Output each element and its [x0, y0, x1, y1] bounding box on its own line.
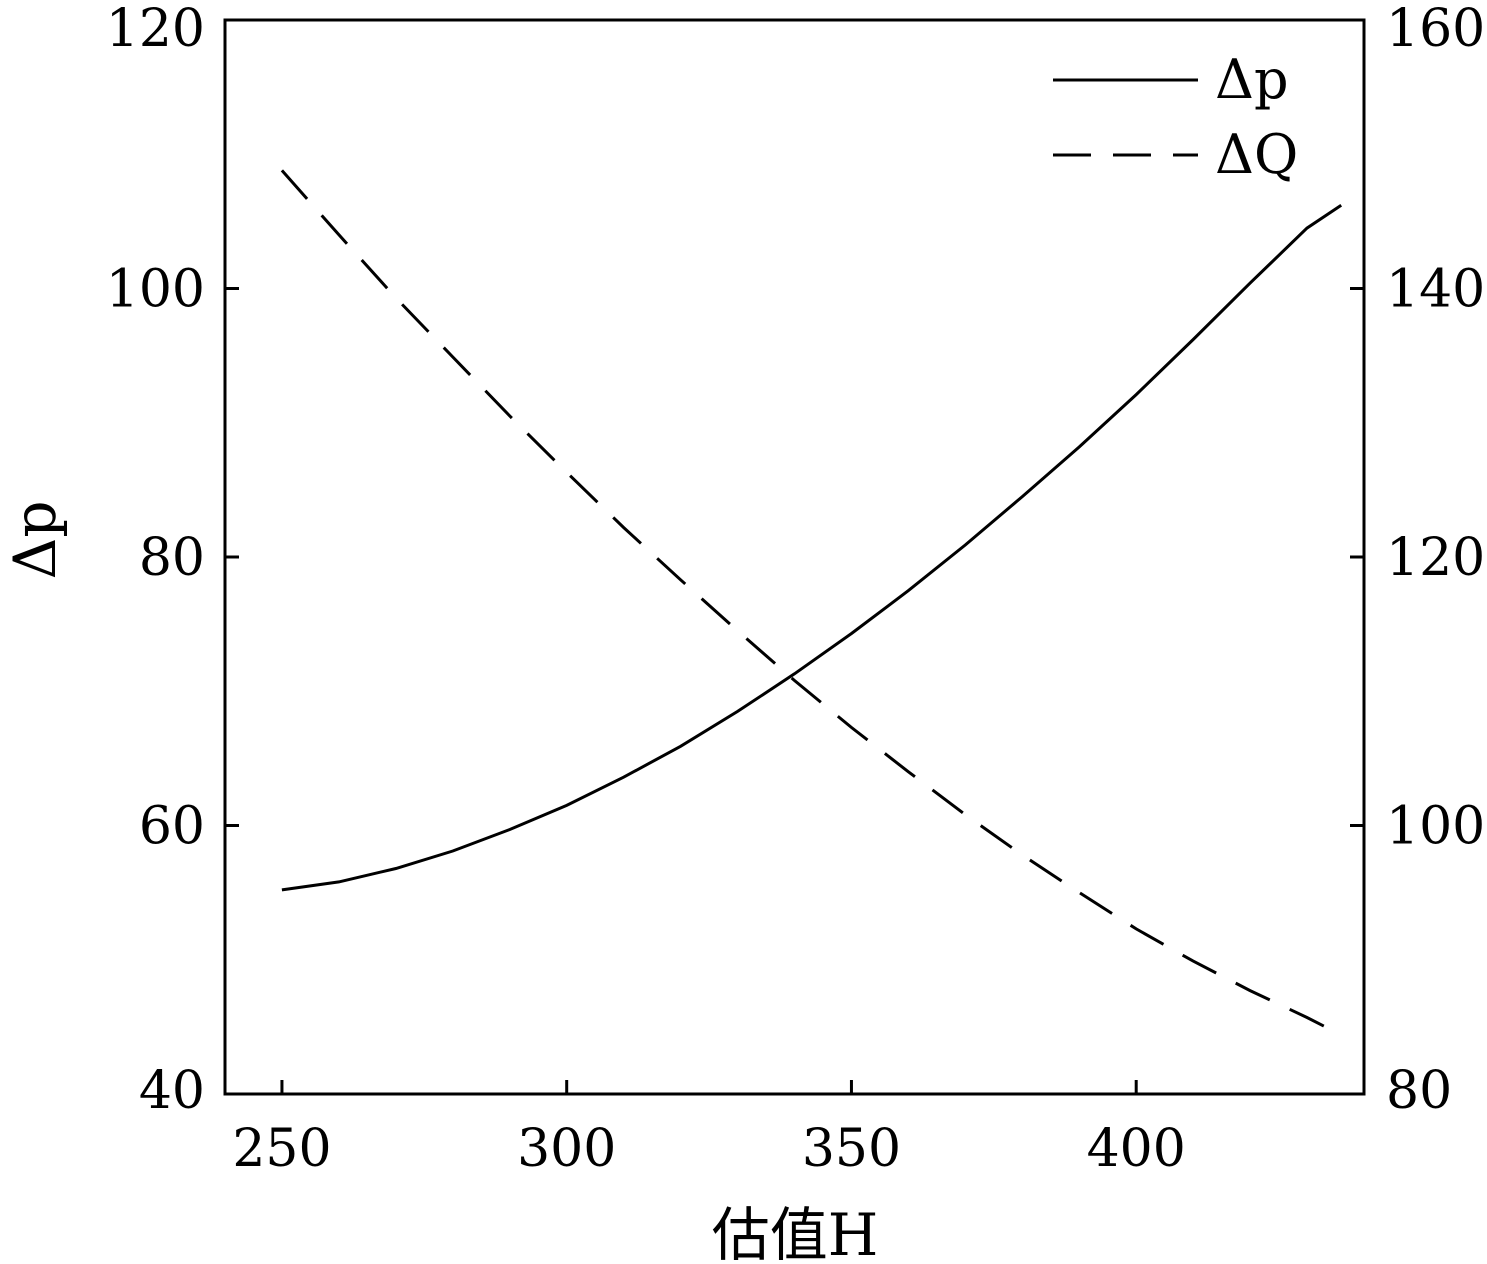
y-tick-label: 60	[139, 797, 205, 857]
series-line-dq	[280, 169, 1342, 1037]
series-layer	[280, 169, 1343, 1037]
y-axis-label: Δp	[1, 500, 69, 579]
left-axis-ticks: 40 60 80 100 120	[106, 0, 239, 1121]
y-tick-label: 40	[139, 1061, 205, 1121]
x-tick-label: 400	[1087, 1119, 1186, 1179]
y2-tick-label: 120	[1386, 528, 1485, 588]
legend-label-dq: ΔQ	[1215, 123, 1298, 186]
legend: Δp ΔQ	[1053, 48, 1298, 186]
y-tick-label: 80	[139, 528, 205, 588]
legend-label-dp: Δp	[1215, 48, 1289, 111]
x-tick-label: 300	[517, 1119, 616, 1179]
plot-frame	[223, 18, 1366, 1096]
series-line-dp	[281, 204, 1343, 892]
y2-tick-label: 100	[1386, 797, 1485, 857]
right-axis-ticks: 80 100 120 140 160	[1350, 0, 1485, 1121]
x-axis-label: 估值H	[712, 1201, 879, 1264]
y-tick-label: 120	[106, 0, 205, 59]
x-tick-label: 250	[232, 1119, 331, 1179]
y2-tick-label: 80	[1386, 1061, 1452, 1121]
x-axis-ticks: 250 300 350 400	[232, 1080, 1186, 1179]
y-tick-label: 100	[106, 260, 205, 320]
y2-tick-label: 140	[1386, 260, 1485, 320]
y2-tick-label: 160	[1386, 0, 1485, 59]
x-tick-label: 350	[802, 1119, 901, 1179]
